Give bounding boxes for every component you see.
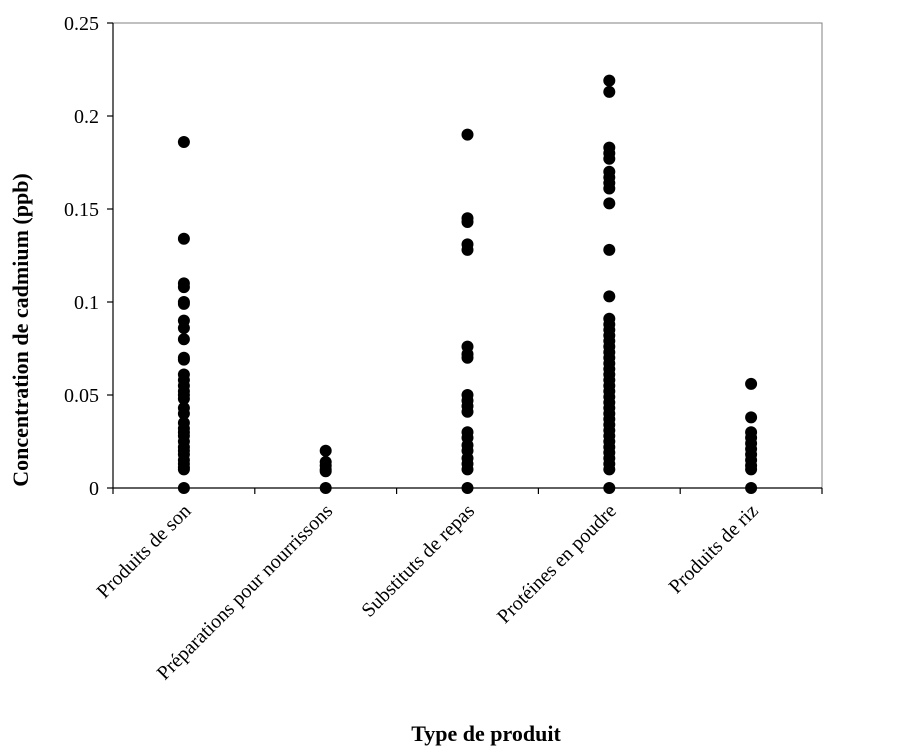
data-points <box>177 74 758 494</box>
data-point <box>603 152 616 165</box>
series-points <box>603 74 616 494</box>
data-point <box>461 216 474 229</box>
data-point <box>461 482 474 494</box>
data-point <box>603 482 616 494</box>
data-point <box>603 85 616 98</box>
data-point <box>461 243 474 256</box>
data-point <box>177 281 190 294</box>
y-tick-label: 0.05 <box>64 385 99 407</box>
data-point <box>177 463 190 476</box>
data-point <box>177 353 190 366</box>
data-point <box>603 290 616 303</box>
y-tick-label: 0.2 <box>74 106 99 128</box>
x-tick-label: Protéines en poudre <box>493 500 621 628</box>
y-axis: 0 0.05 0.1 0.15 0.2 0.25 <box>64 13 114 500</box>
data-point <box>319 444 332 457</box>
data-point <box>745 482 758 494</box>
data-point <box>319 482 332 494</box>
data-point <box>461 405 474 418</box>
data-point <box>745 411 758 424</box>
y-tick-label: 0 <box>89 478 99 500</box>
data-point <box>177 482 190 494</box>
series-points <box>177 136 190 494</box>
data-point <box>177 407 190 420</box>
x-tick-label: Substituts de repas <box>357 500 479 622</box>
series-points <box>745 377 758 494</box>
data-point <box>745 377 758 390</box>
data-point <box>177 136 190 149</box>
data-point <box>319 465 332 478</box>
x-tick-label: Produits de riz <box>665 500 763 598</box>
data-point <box>177 297 190 310</box>
y-axis-title: Concentration de cadmium (ppb) <box>8 173 33 487</box>
data-point <box>461 463 474 476</box>
x-tick-label: Produits de son <box>93 500 196 603</box>
y-tick-label: 0.1 <box>74 292 99 314</box>
series-points <box>461 128 474 494</box>
y-tick-label: 0.25 <box>64 13 99 35</box>
data-point <box>177 392 190 405</box>
data-point <box>177 232 190 245</box>
data-point <box>603 463 616 476</box>
data-point <box>461 351 474 364</box>
data-point <box>745 463 758 476</box>
data-point <box>177 322 190 335</box>
data-point <box>603 182 616 195</box>
y-tick-label: 0.15 <box>64 199 99 221</box>
data-point <box>177 333 190 346</box>
data-point <box>603 197 616 210</box>
series-points <box>319 444 332 494</box>
data-point <box>603 243 616 256</box>
x-axis-title: Type de produit <box>411 721 561 746</box>
data-point <box>461 128 474 141</box>
data-point <box>603 74 616 87</box>
